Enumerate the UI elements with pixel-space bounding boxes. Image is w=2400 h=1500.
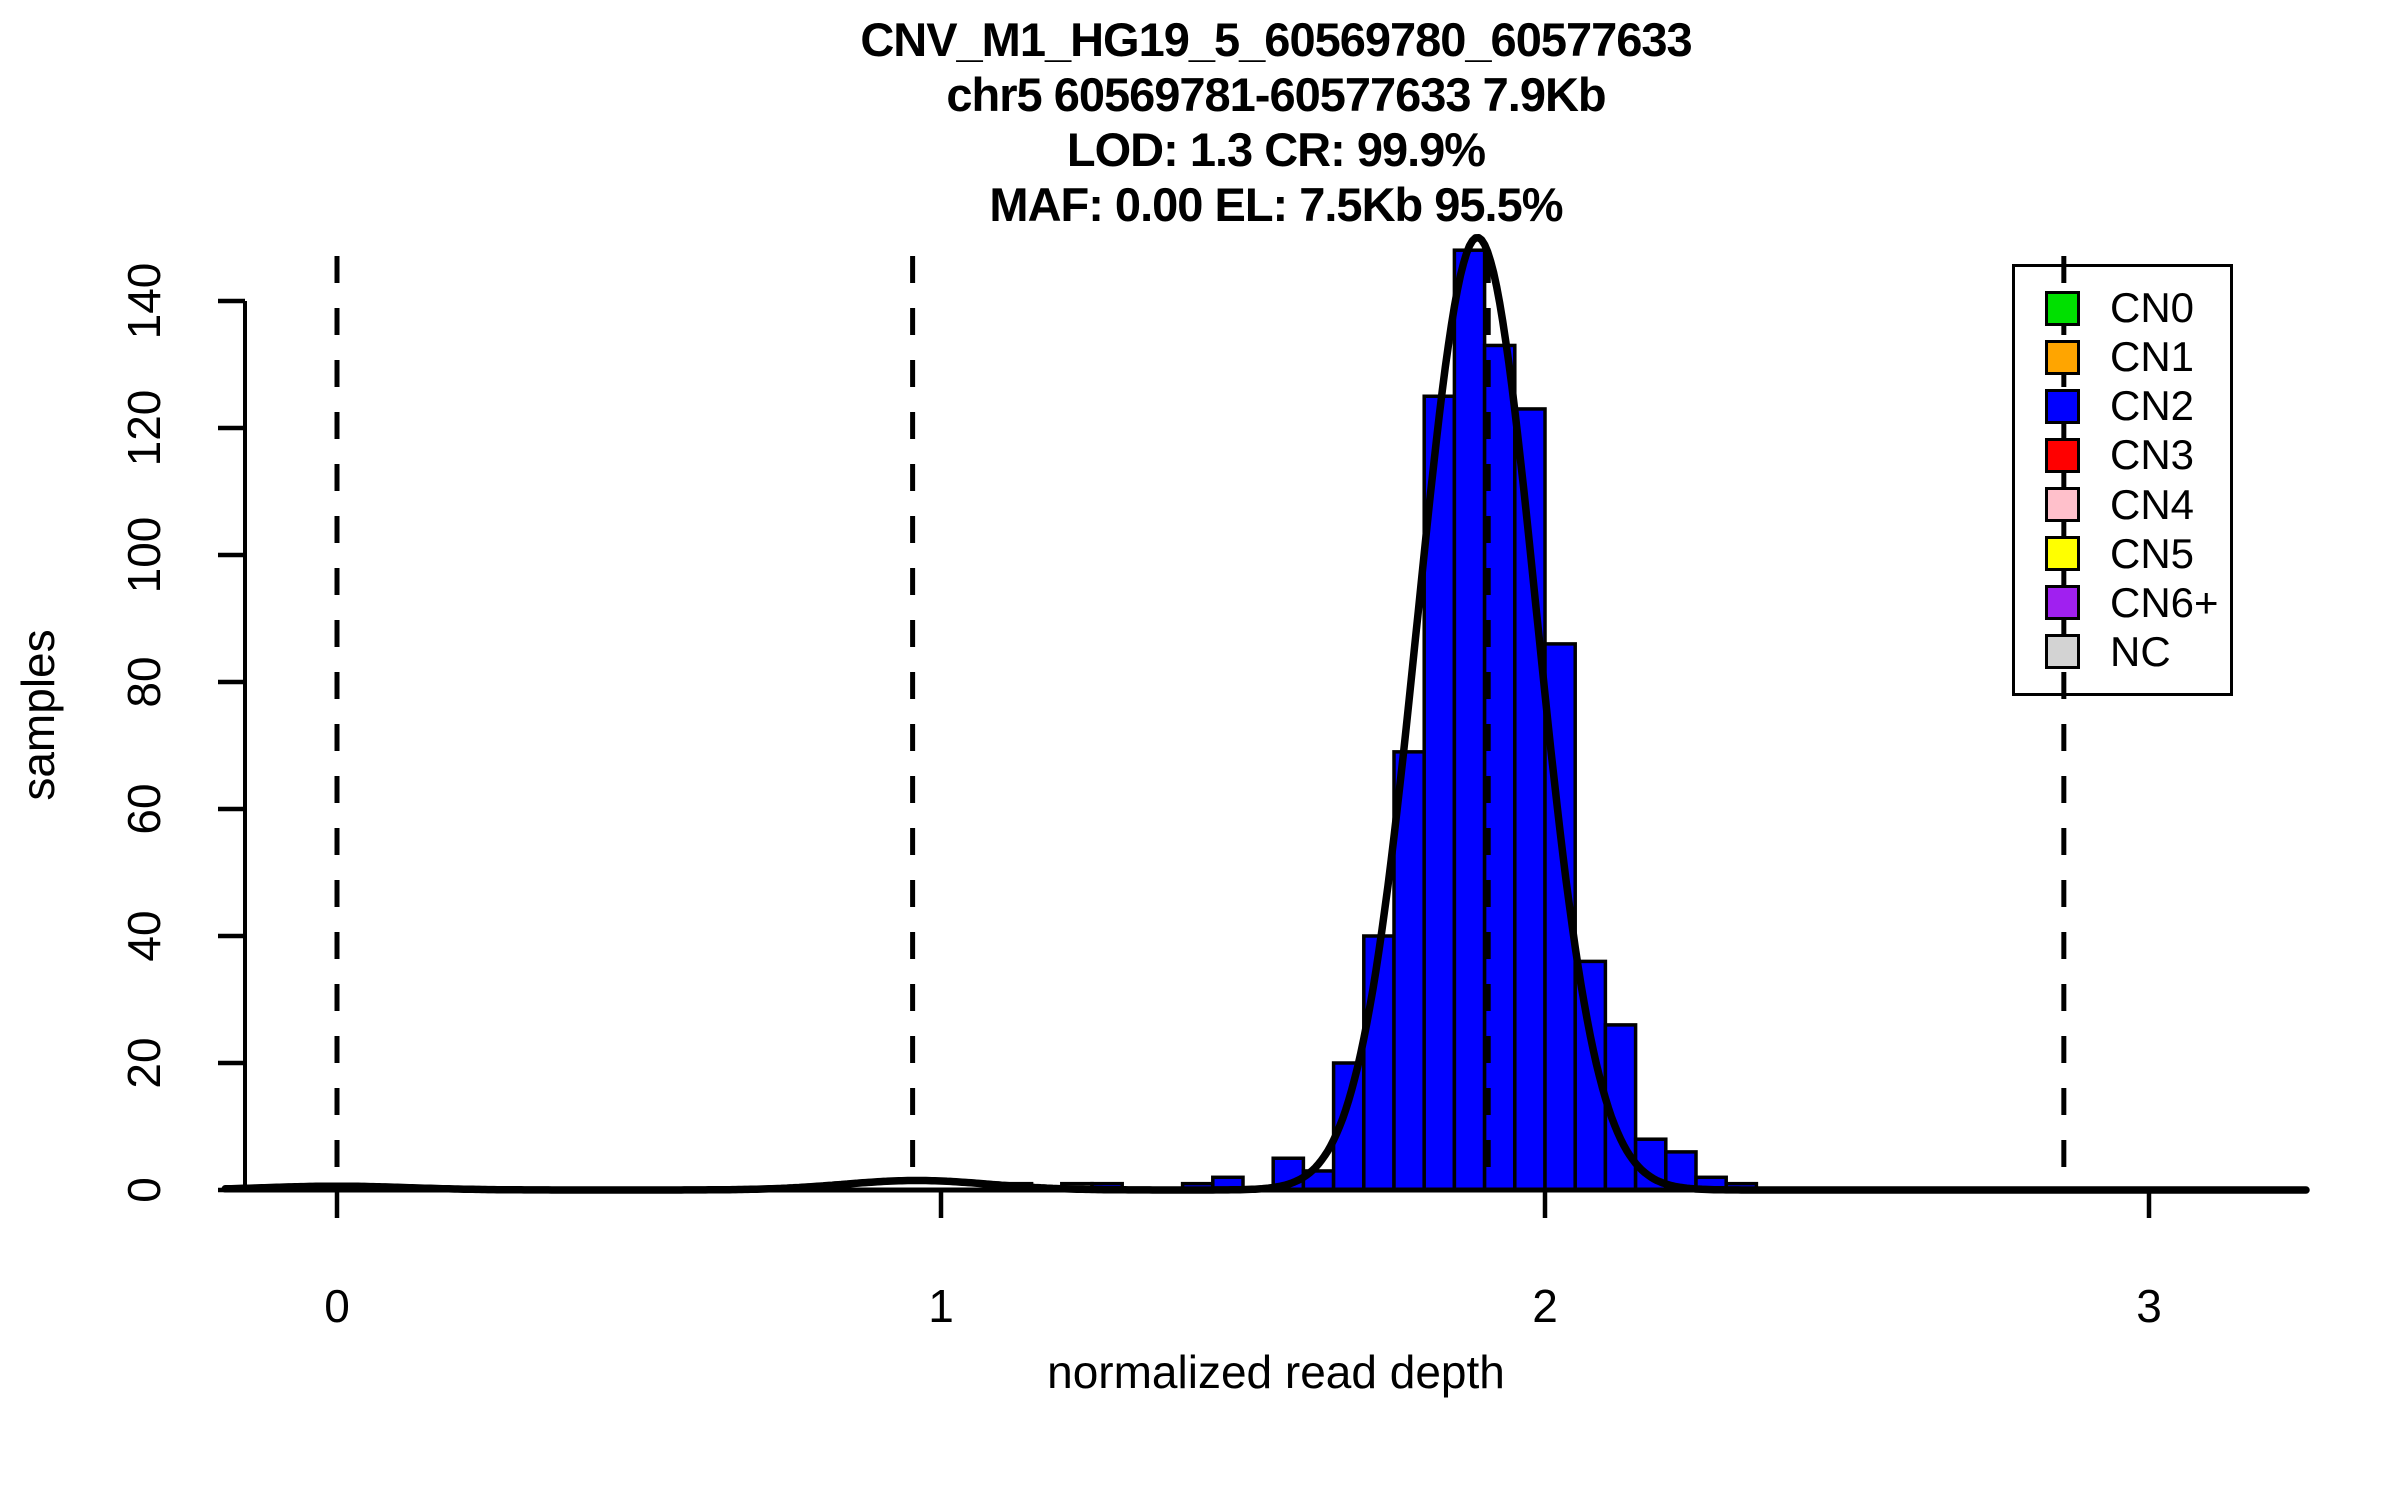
legend-label: CN1: [2110, 333, 2195, 381]
y-tick-label: 140: [118, 263, 170, 340]
legend-swatch-icon: [2045, 437, 2080, 473]
y-tick-label: 20: [118, 1037, 170, 1088]
legend-swatch-icon: [2045, 536, 2080, 572]
y-tick-label: 80: [118, 656, 170, 707]
y-tick-label: 60: [118, 783, 170, 834]
chart-title-block: CNV_M1_HG19_5_60569780_60577633 chr5 605…: [245, 12, 2307, 232]
legend-item-cn6plus: CN6+: [2045, 578, 2230, 626]
y-tick-label: 120: [118, 390, 170, 467]
title-line-2: chr5 60569781-60577633 7.9Kb: [946, 68, 1606, 121]
legend-swatch-icon: [2045, 388, 2080, 424]
y-tick-label: 100: [118, 517, 170, 594]
legend: CN0 CN1 CN2 CN3 CN4 CN5 CN6+ NC: [2012, 264, 2233, 696]
legend-item-cn1: CN1: [2045, 336, 2230, 378]
legend-item-cn3: CN3: [2045, 434, 2230, 476]
legend-item-cn4: CN4: [2045, 480, 2230, 528]
legend-item-cn2: CN2: [2045, 385, 2230, 427]
y-tick-label: 0: [118, 1177, 170, 1203]
title-line-4: MAF: 0.00 EL: 7.5Kb 95.5%: [989, 178, 1563, 231]
x-tick-label: 1: [928, 1280, 954, 1332]
histogram-bar: [1452, 248, 1487, 1192]
legend-label: CN0: [2110, 284, 2195, 331]
legend-label: CN2: [2110, 382, 2195, 430]
legend-label: CN3: [2110, 431, 2195, 479]
legend-label: CN5: [2110, 529, 2195, 577]
legend-label: NC: [2110, 627, 2171, 675]
legend-swatch-icon: [2045, 585, 2080, 621]
legend-item-cn0: CN0: [2045, 287, 2230, 329]
y-tick-label: 40: [118, 910, 170, 961]
legend-swatch-icon: [2045, 487, 2080, 523]
x-tick-label: 0: [324, 1280, 350, 1332]
x-tick-label: 2: [1532, 1280, 1558, 1332]
legend-swatch-icon: [2045, 290, 2080, 326]
legend-label: CN4: [2110, 480, 2195, 528]
x-axis-label: normalized read depth: [1047, 1346, 1505, 1398]
legend-label: CN6+: [2110, 578, 2219, 626]
title-line-1: CNV_M1_HG19_5_60569780_60577633: [860, 13, 1692, 66]
title-line-3: LOD: 1.3 CR: 99.9%: [1066, 123, 1486, 176]
legend-item-cn5: CN5: [2045, 529, 2230, 577]
density-curve: [221, 233, 2310, 1194]
x-tick-label: 3: [2136, 1280, 2162, 1332]
legend-swatch-icon: [2045, 339, 2080, 375]
legend-swatch-icon: [2045, 634, 2080, 670]
y-axis-label: samples: [12, 629, 64, 801]
legend-item-nc: NC: [2045, 627, 2230, 675]
